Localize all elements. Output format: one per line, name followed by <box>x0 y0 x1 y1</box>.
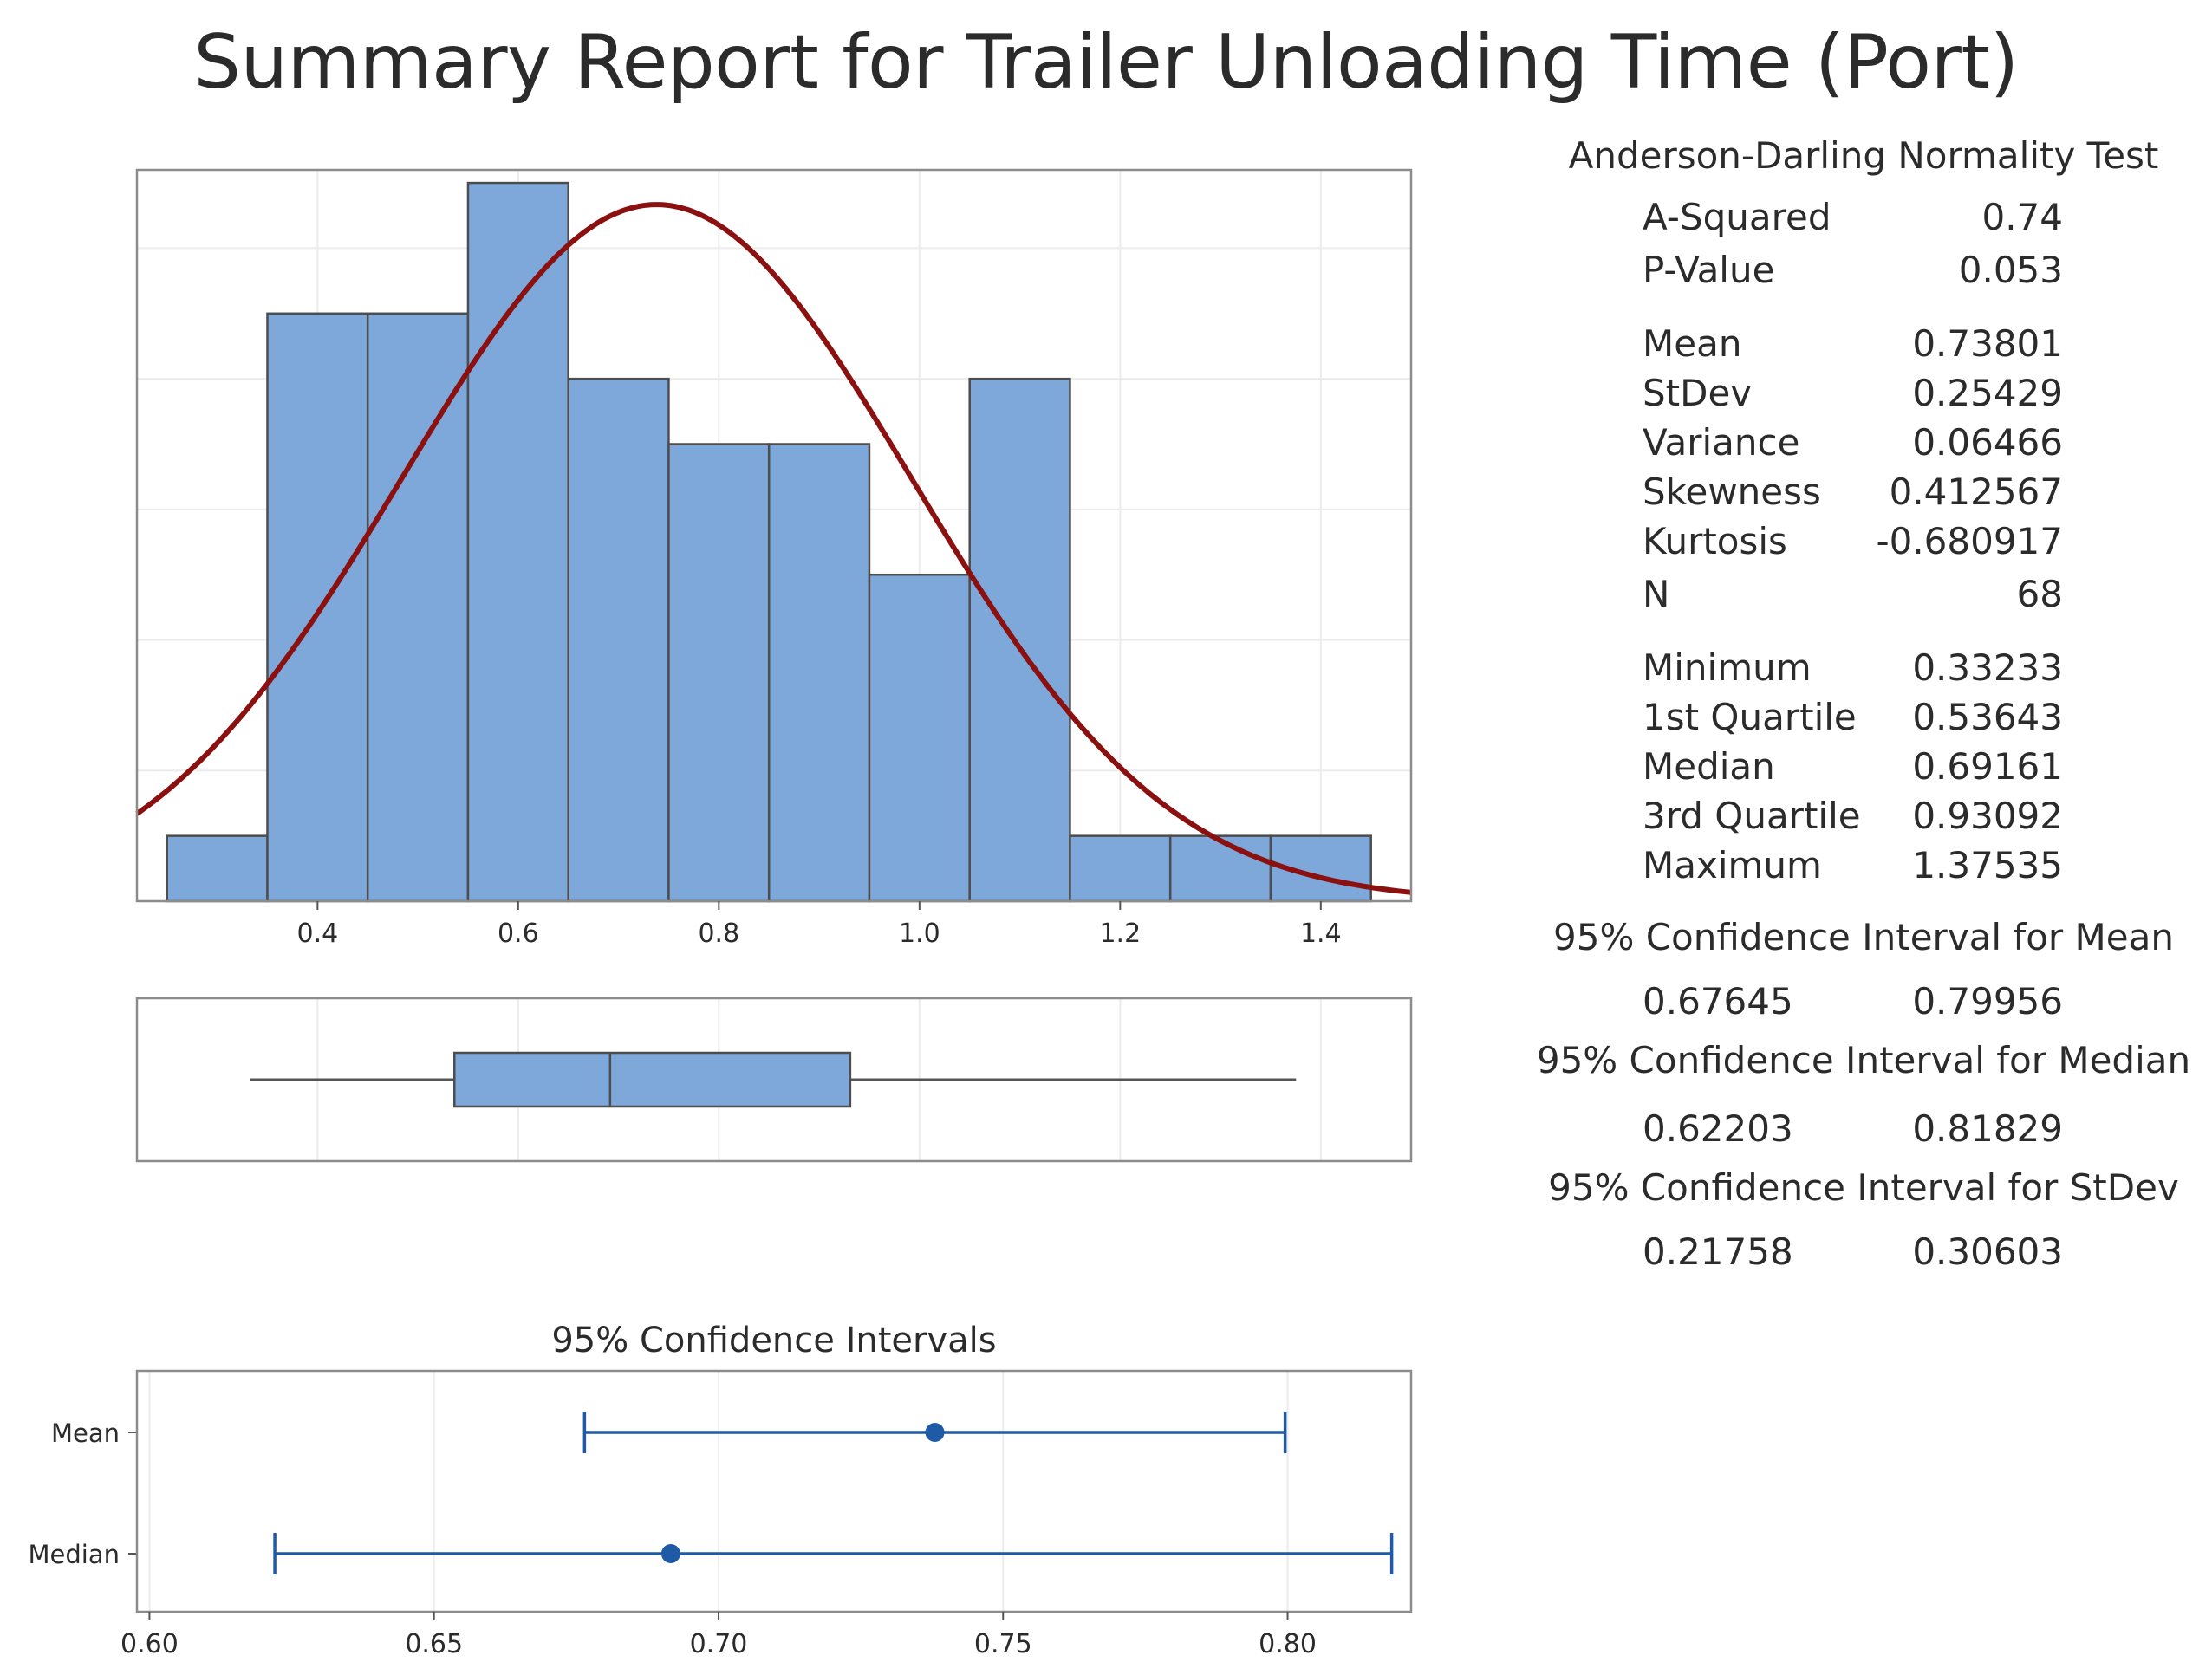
histogram-bar <box>868 573 971 903</box>
ci-median-row: 0.62203 0.81829 <box>1521 1111 2206 1159</box>
stat-row-mean: Mean 0.73801 <box>1521 326 2206 374</box>
histogram-bar <box>1069 834 1172 903</box>
stat-value: 0.053 <box>1958 249 2063 291</box>
boxplot-panel <box>135 997 1413 1163</box>
stat-label: Variance <box>1643 421 1800 464</box>
stat-label: Mean <box>1643 322 1742 365</box>
ci-mean-row: 0.67645 0.79956 <box>1521 984 2206 1032</box>
ci-x-tick-label: 0.65 <box>405 1629 463 1659</box>
stat-value: -0.680917 <box>1876 520 2063 562</box>
stat-value: 0.33233 <box>1912 646 2063 689</box>
histogram-x-tick-label: 1.2 <box>1099 919 1141 949</box>
ci-estimate-point <box>660 1544 680 1563</box>
stat-row-stdev: StDev 0.25429 <box>1521 375 2206 424</box>
histogram-bar <box>366 312 470 903</box>
histogram-bar <box>1168 834 1272 903</box>
stat-label: 3rd Quartile <box>1643 795 1861 837</box>
stat-label: N <box>1643 573 1670 615</box>
charts-canvas: 0.4 0.6 0.8 1.0 1.2 1.4 95% Confidence Interv… <box>29 168 1413 1659</box>
histogram-bar <box>968 377 1071 903</box>
ci-plot-area <box>137 1371 1411 1612</box>
ci-x-tick-label: 0.70 <box>690 1629 748 1659</box>
stat-label: Kurtosis <box>1643 520 1787 562</box>
stat-label: P-Value <box>1643 249 1775 291</box>
ci-upper-value: 0.81829 <box>1912 1107 2063 1150</box>
ci-category-label: Mean <box>51 1419 120 1448</box>
ci-stdev-row: 0.21758 0.30603 <box>1521 1234 2206 1282</box>
report-title: Summary Report for Trailer Unloading Tim… <box>193 19 2019 106</box>
stat-row-n: N 68 <box>1521 576 2206 625</box>
histogram-x-tick-label: 0.4 <box>296 919 338 949</box>
histogram-x-tick-label: 1.0 <box>899 919 940 949</box>
histogram-bar <box>166 834 269 903</box>
stat-value: 1.37535 <box>1912 844 2063 886</box>
histogram-bar <box>466 181 569 903</box>
normality-test-heading: Anderson-Darling Normality Test <box>1568 134 2159 177</box>
stat-value: 0.74 <box>1981 196 2063 238</box>
normal-fit-curve <box>135 202 1412 895</box>
ci-estimate-point <box>925 1423 945 1442</box>
ci-lower-value: 0.62203 <box>1643 1107 1793 1150</box>
stat-row-median: Median 0.69161 <box>1521 749 2206 797</box>
stat-label: Maximum <box>1643 844 1822 886</box>
ci-lower-value: 0.21758 <box>1643 1230 1793 1273</box>
stat-row-a-squared: A-Squared 0.74 <box>1521 199 2206 248</box>
stat-row-minimum: Minimum 0.33233 <box>1521 650 2206 698</box>
ci-x-tick-label: 0.60 <box>120 1629 179 1659</box>
ci-upper-value: 0.79956 <box>1912 980 2063 1023</box>
stat-label: StDev <box>1643 372 1753 414</box>
histogram-x-tick-label: 0.8 <box>698 919 739 949</box>
ci-x-tick-label: 0.75 <box>974 1629 1032 1659</box>
stat-row-kurtosis: Kurtosis -0.680917 <box>1521 523 2206 572</box>
histogram-frame <box>135 168 1413 903</box>
histogram-x-tick-label: 0.6 <box>498 919 539 949</box>
stat-label: Median <box>1643 745 1775 788</box>
ci-category-label: Median <box>29 1540 120 1569</box>
stat-label: Skewness <box>1643 471 1821 513</box>
stat-label: Minimum <box>1643 646 1812 689</box>
stat-row-maximum: Maximum 1.37535 <box>1521 847 2206 896</box>
histogram-x-tick-label: 1.4 <box>1300 919 1342 949</box>
stat-row-third-quartile: 3rd Quartile 0.93092 <box>1521 798 2206 847</box>
ci-lower-value: 0.67645 <box>1643 980 1793 1023</box>
ci-frame <box>135 1369 1413 1613</box>
stat-value: 0.25429 <box>1912 372 2063 414</box>
stat-row-variance: Variance 0.06466 <box>1521 425 2206 473</box>
boxplot-box <box>453 1051 852 1108</box>
ci-upper-value: 0.30603 <box>1912 1230 2063 1273</box>
stat-value: 0.69161 <box>1912 745 2063 788</box>
stat-value: 68 <box>2016 573 2063 615</box>
histogram-bar <box>567 377 670 903</box>
ci-mean-heading: 95% Confidence Interval for Mean <box>1553 916 2174 958</box>
stat-value: 0.73801 <box>1912 322 2063 365</box>
stat-row-first-quartile: 1st Quartile 0.53643 <box>1521 699 2206 748</box>
stat-value: 0.06466 <box>1912 421 2063 464</box>
ci-chart-title: 95% Confidence Intervals <box>551 1321 996 1360</box>
ci-median-heading: 95% Confidence Interval for Median <box>1536 1039 2191 1081</box>
boxplot-frame <box>135 997 1413 1163</box>
confidence-interval-panel: 95% Confidence Intervals Mean Median 0.60 0.… <box>29 1321 1413 1659</box>
histogram-bar <box>667 443 771 903</box>
ci-x-tick-label: 0.80 <box>1259 1629 1317 1659</box>
histogram-panel: 0.4 0.6 0.8 1.0 1.2 1.4 <box>135 168 1413 949</box>
stat-value: 0.53643 <box>1912 696 2063 738</box>
stat-row-skewness: Skewness 0.412567 <box>1521 474 2206 523</box>
stat-value: 0.93092 <box>1912 795 2063 837</box>
stat-label: A-Squared <box>1643 196 1831 238</box>
stat-row-p-value: P-Value 0.053 <box>1521 252 2206 301</box>
ci-stdev-heading: 95% Confidence Interval for StDev <box>1548 1166 2179 1209</box>
stat-value: 0.412567 <box>1889 471 2063 513</box>
stat-label: 1st Quartile <box>1643 696 1857 738</box>
histogram-bar <box>767 443 871 903</box>
histogram-bar <box>266 312 369 903</box>
